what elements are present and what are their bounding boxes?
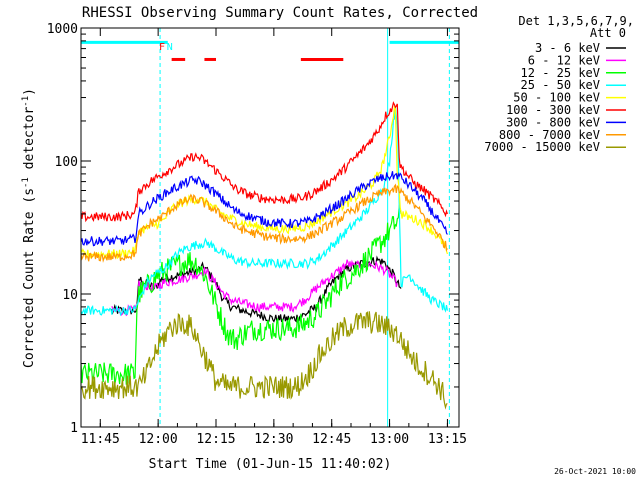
legend-label-2: 12 - 25 keV (521, 66, 600, 80)
y-tick-label-1: 10 (62, 288, 78, 303)
legend-label-7: 800 - 7000 keV (499, 128, 600, 142)
x-axis-label: Start Time (01-Jun-15 11:40:02) (149, 457, 392, 472)
legend-label-5: 100 - 300 keV (506, 103, 600, 117)
y-axis-label-mid: detector (22, 107, 37, 178)
legend-header-line2: Att 0 (590, 26, 626, 40)
y-axis-label-end: ) (22, 88, 37, 96)
series-line-2 (81, 204, 402, 385)
legend-label-3: 25 - 50 keV (521, 78, 600, 92)
plot-frame (80, 27, 460, 428)
legend-header-line1: Det 1,3,5,6,7,9, (518, 14, 634, 28)
x-tick-label-5: 13:00 (370, 432, 409, 447)
series-line-5 (81, 101, 448, 223)
x-axis: 11:45 12:00 12:15 12:30 12:45 13:00 13:15 (80, 28, 467, 447)
legend-label-1: 6 - 12 keV (528, 53, 600, 67)
y-axis-label-sup2: -1 (21, 96, 31, 107)
series-line-1 (111, 259, 398, 317)
x-tick-label-0: 11:45 (81, 432, 120, 447)
y-tick-label-3: 1000 (47, 22, 78, 37)
y-axis-label-sup1: -1 (21, 177, 31, 188)
x-tick-label-1: 12:00 (139, 432, 178, 447)
legend-label-8: 7000 - 15000 keV (484, 140, 600, 154)
legend-label-0: 3 - 6 keV (535, 41, 600, 55)
y-axis-label: Corrected Count Rate (s-1 detector-1) (21, 88, 37, 368)
y-axis: 1 10 100 1000 (47, 22, 459, 436)
series-line-7 (81, 183, 448, 263)
y-axis-label-main: Corrected Count Rate (s (22, 188, 37, 368)
y-tick-label-2: 100 (55, 155, 78, 170)
timestamp: 26-Oct-2021 10:00 (554, 467, 636, 476)
series-line-6 (81, 171, 448, 247)
marker-f: F (159, 42, 165, 53)
x-tick-label-3: 12:30 (254, 432, 293, 447)
x-tick-label-2: 12:15 (196, 432, 235, 447)
x-tick-label-6: 13:15 (428, 432, 467, 447)
marker-n: N (167, 42, 173, 53)
x-tick-label-4: 12:45 (312, 432, 351, 447)
y-tick-label-0: 1 (70, 421, 78, 436)
chart-title: RHESSI Observing Summary Count Rates, Co… (82, 5, 478, 21)
legend-label-6: 300 - 800 keV (506, 115, 600, 129)
legend-label-4: 50 - 100 keV (513, 91, 600, 105)
series-line-8 (81, 311, 448, 410)
